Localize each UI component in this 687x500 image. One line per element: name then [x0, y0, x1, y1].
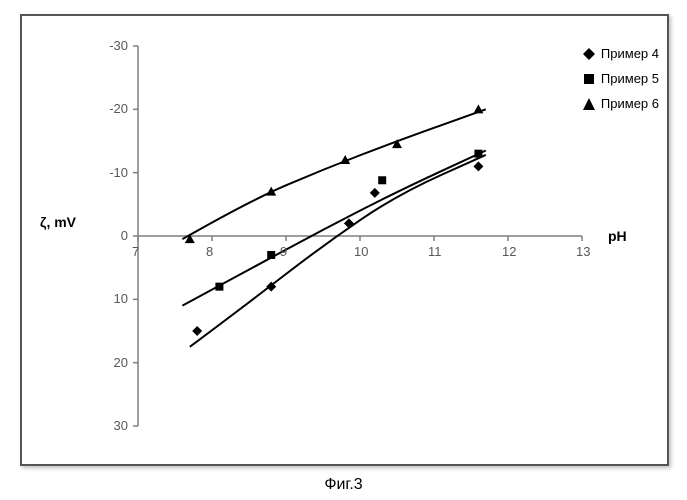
legend-item: Пример 5 — [583, 71, 659, 86]
legend-item: Пример 6 — [583, 96, 659, 111]
y-tick-label: 0 — [121, 228, 128, 243]
triangle-icon — [583, 98, 595, 110]
plot-area — [138, 46, 582, 426]
x-tick-label: 10 — [354, 244, 368, 259]
y-tick-label: -10 — [109, 165, 128, 180]
x-tick-label: 11 — [428, 244, 442, 259]
y-tick-label: 30 — [114, 418, 128, 433]
legend: Пример 4 Пример 5 Пример 6 — [583, 46, 659, 121]
y-tick-label: 10 — [114, 291, 128, 306]
chart-frame: Пример 4 Пример 5 Пример 6 ζ, mV pH — [20, 14, 669, 466]
legend-label: Пример 6 — [601, 96, 659, 111]
page: Пример 4 Пример 5 Пример 6 ζ, mV pH — [0, 0, 687, 500]
y-tick-label: 20 — [114, 355, 128, 370]
plot-svg — [138, 46, 582, 426]
x-tick-label: 9 — [280, 244, 287, 259]
y-axis-label: ζ, mV — [40, 214, 76, 230]
x-tick-label: 8 — [206, 244, 213, 259]
legend-item: Пример 4 — [583, 46, 659, 61]
legend-label: Пример 4 — [601, 46, 659, 61]
legend-label: Пример 5 — [601, 71, 659, 86]
square-icon — [583, 73, 595, 85]
x-tick-label: 13 — [576, 244, 590, 259]
x-tick-label: 7 — [132, 244, 139, 259]
diamond-icon — [583, 48, 595, 60]
x-tick-label: 12 — [502, 244, 516, 259]
y-tick-label: -30 — [109, 38, 128, 53]
y-tick-label: -20 — [109, 101, 128, 116]
x-axis-label: pH — [608, 228, 627, 244]
figure-caption: Фиг.3 — [0, 476, 687, 494]
